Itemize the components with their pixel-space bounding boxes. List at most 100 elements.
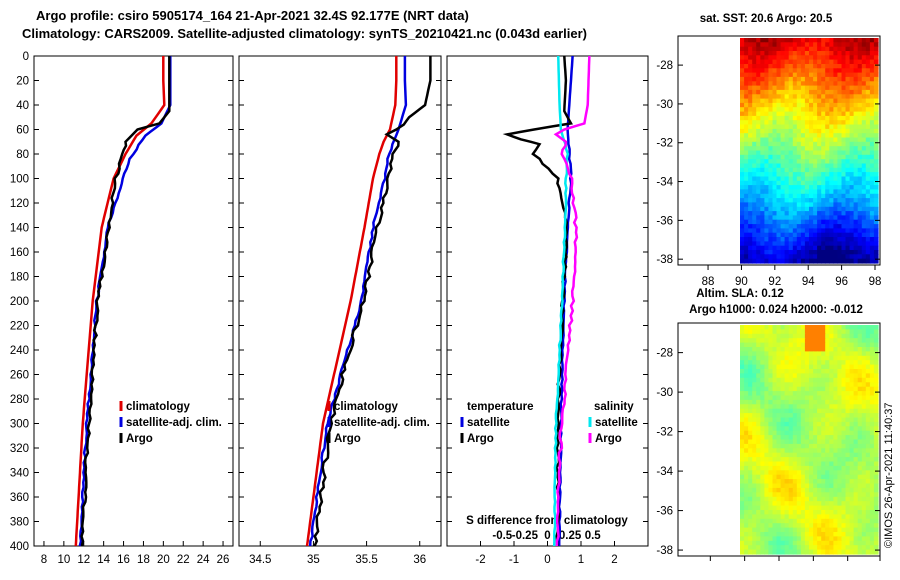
map-cell <box>857 89 863 95</box>
map-cell <box>861 386 867 392</box>
map-cell <box>780 514 786 520</box>
map-cell <box>772 137 778 143</box>
map-cell <box>772 228 778 234</box>
map-cell <box>825 333 830 339</box>
map-cell <box>796 435 802 441</box>
map-cell <box>845 89 851 95</box>
map-cell <box>772 439 778 445</box>
map-cell <box>817 373 822 379</box>
map-cell <box>869 241 875 247</box>
map-cell <box>853 250 859 255</box>
map-cell <box>845 399 851 405</box>
map-cell <box>804 133 810 139</box>
map-cell <box>756 527 761 533</box>
map-cell <box>804 382 810 388</box>
map-cell <box>752 421 757 427</box>
map-cell <box>829 395 834 401</box>
map-cell <box>809 76 814 82</box>
map-cell <box>780 417 786 423</box>
map-cell <box>841 133 847 139</box>
map-cell <box>845 421 851 427</box>
map-cell <box>829 351 834 357</box>
map-cell <box>772 167 778 173</box>
map-cell <box>813 46 818 52</box>
map-cell <box>825 457 830 463</box>
map-cell <box>873 540 879 546</box>
map-cell <box>865 72 871 78</box>
map-cell <box>841 355 847 361</box>
map-cell <box>792 245 798 251</box>
map-cell <box>837 426 843 432</box>
map-cell <box>740 237 745 242</box>
map-cell <box>853 76 859 82</box>
map-cell <box>849 38 855 43</box>
map-cell <box>837 72 843 78</box>
map-cell <box>740 163 745 169</box>
map-cell <box>796 408 802 414</box>
map-cell <box>821 245 826 251</box>
map-cell <box>776 443 782 449</box>
map-cell <box>784 514 790 520</box>
map-cell <box>845 430 851 436</box>
map-cell <box>821 457 826 463</box>
map-cell <box>837 59 843 65</box>
map-cell <box>784 373 790 379</box>
map-cell <box>768 470 774 476</box>
map-cell <box>756 377 761 383</box>
map-cell <box>744 42 749 48</box>
map-cell <box>821 64 826 69</box>
map-cell <box>829 254 834 260</box>
map-cell <box>792 439 798 445</box>
map-cell <box>760 241 765 247</box>
map-cell <box>744 120 749 126</box>
map-cell <box>752 245 757 251</box>
map-cell <box>800 325 806 330</box>
map-cell <box>776 102 782 108</box>
map-cell <box>865 120 871 126</box>
map-cell <box>821 369 826 374</box>
map-cell <box>748 342 753 348</box>
map-cell <box>833 167 839 173</box>
map-cell <box>829 496 834 502</box>
map-cell <box>792 364 798 370</box>
map-cell <box>837 115 843 121</box>
map-cell <box>809 189 814 195</box>
map-cell <box>865 408 871 414</box>
map-cell <box>768 141 774 147</box>
map-cell <box>780 133 786 139</box>
map-cell <box>740 461 745 467</box>
map-cell <box>792 98 798 104</box>
map-cell <box>768 150 774 156</box>
map-cell <box>788 408 794 414</box>
map-cell <box>784 219 790 225</box>
map-cell <box>792 347 798 352</box>
map-cell <box>833 120 839 126</box>
map-cell <box>873 215 879 221</box>
map-cell <box>752 167 757 173</box>
map-cell <box>833 510 839 515</box>
map-cell <box>800 417 806 423</box>
map-cell <box>764 124 770 130</box>
map-cell <box>788 413 794 419</box>
map-cell <box>809 527 814 533</box>
map-cell <box>853 180 859 186</box>
map-cell <box>796 180 802 186</box>
map-cell <box>825 527 830 533</box>
map-cell <box>849 102 855 108</box>
map-cell <box>829 94 834 100</box>
map-cell <box>744 404 749 410</box>
map-cell <box>744 325 749 330</box>
map-cell <box>768 351 774 357</box>
map-cell <box>817 505 822 511</box>
map-cell <box>837 382 843 388</box>
map-cell <box>748 347 753 352</box>
map-cell <box>756 133 761 139</box>
map-cell <box>800 364 806 370</box>
map-cell <box>740 342 745 348</box>
map-cell <box>853 137 859 143</box>
map-cell <box>837 452 843 458</box>
map-cell <box>804 89 810 95</box>
map-cell <box>833 228 839 234</box>
map-cell <box>853 470 859 476</box>
map-cell <box>813 202 818 208</box>
